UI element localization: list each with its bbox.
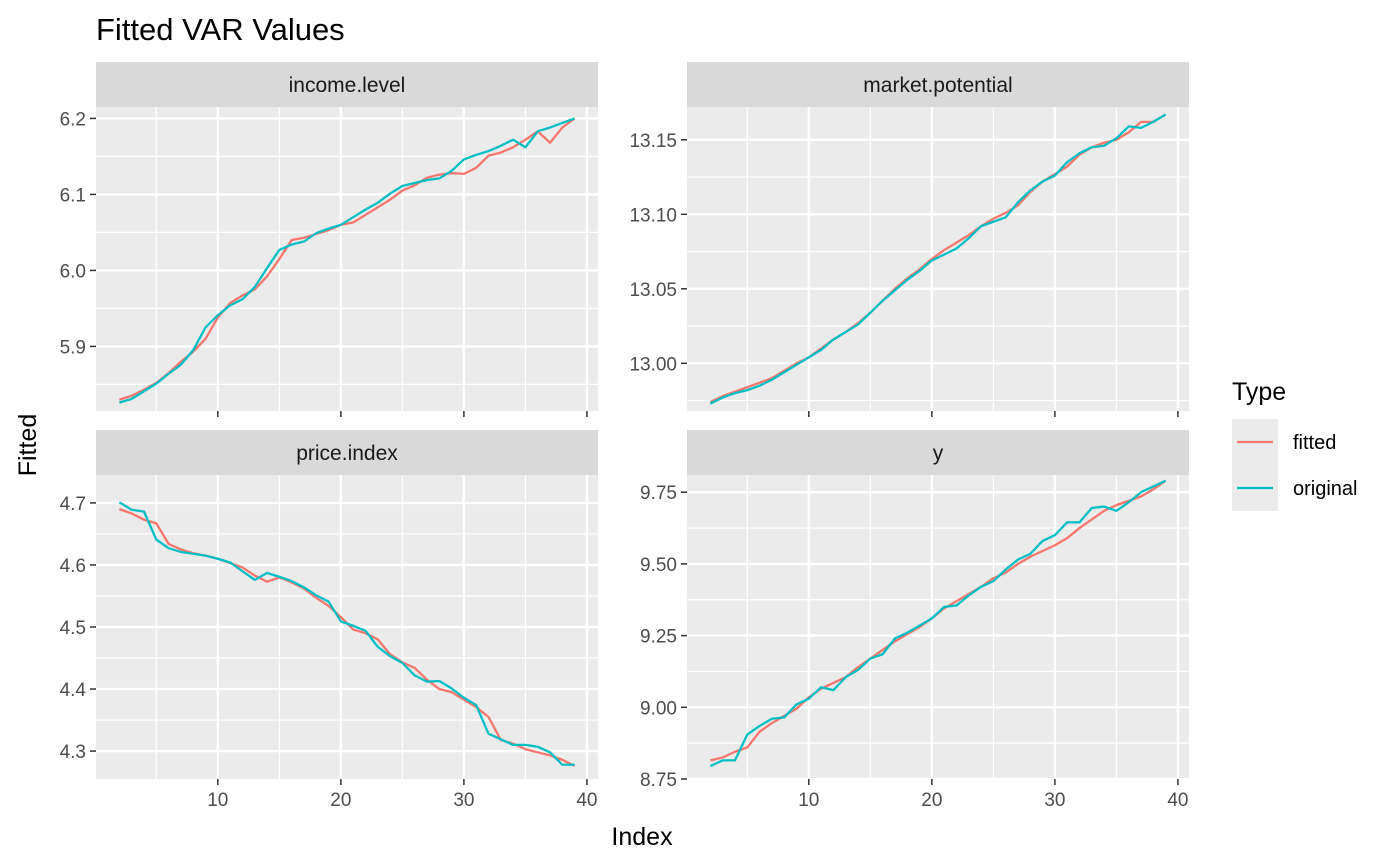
strip-label: income.level [289,74,406,97]
strip-background [687,430,1189,475]
panel-background [96,107,598,411]
legend-label-fitted: fitted [1293,432,1336,454]
y-tick-label: 9.75 [640,483,677,504]
strip-background [96,62,598,107]
chart-title: Fitted VAR Values [96,12,345,47]
y-tick-label: 6.2 [60,109,86,130]
y-tick-label: 13.05 [629,280,677,301]
strip-label: market.potential [863,74,1012,97]
x-tick-label: 20 [921,790,942,811]
y-tick-label: 4.5 [60,618,86,639]
x-tick-label: 20 [330,790,351,811]
x-axis-title: Index [611,823,673,851]
series-line-original [709,479,1167,768]
x-tick-label: 10 [798,790,819,811]
series-line-original [709,113,1167,405]
legend-title: Type [1232,378,1286,406]
y-tick-label: 6.0 [60,261,86,282]
series-line-original [119,117,576,404]
y-tick-label: 9.00 [640,698,677,719]
y-tick-label: 13.10 [629,205,677,226]
panel-price-index: price.index 4.3 4.4 4.5 4.6 4.7 10 20 30 40 [60,430,598,811]
strip-label: price.index [296,442,398,465]
strip-background [687,62,1189,107]
legend: Type fitted original [1232,378,1357,511]
y-axis-title: Fitted [14,414,42,477]
strip-background [96,430,598,475]
x-tick-label: 30 [453,790,474,811]
panel-background [687,107,1189,411]
panel-y: y 8.75 9.00 9.25 9.50 9.75 10 20 30 40 [640,430,1189,811]
legend-label-original: original [1293,478,1357,500]
strip-label: y [933,442,944,465]
y-tick-label: 9.25 [640,627,677,648]
x-tick-label: 10 [207,790,228,811]
panels: income.level 5.9 6.0 6.1 6.2 market.potential… [60,62,1189,811]
y-tick-label: 13.00 [629,354,677,375]
panel-income-level: income.level 5.9 6.0 6.1 6.2 [60,62,598,417]
x-tick-label: 40 [1167,790,1188,811]
x-tick-label: 30 [1044,790,1065,811]
y-tick-label: 8.75 [640,770,677,791]
y-tick-label: 5.9 [60,337,86,358]
y-tick-label: 13.15 [629,131,677,152]
x-tick-label: 40 [576,790,597,811]
panel-background [687,475,1189,779]
series-line-fitted [119,117,576,401]
y-tick-label: 4.6 [60,556,86,577]
y-tick-label: 4.3 [60,742,86,763]
panel-market-potential: market.potential 13.00 13.05 13.10 13.15 [629,62,1189,417]
y-tick-label: 4.4 [60,680,87,701]
y-tick-label: 9.50 [640,555,677,576]
y-tick-label: 4.7 [60,494,86,515]
series-line-original [118,501,575,766]
y-tick-label: 6.1 [60,185,86,206]
